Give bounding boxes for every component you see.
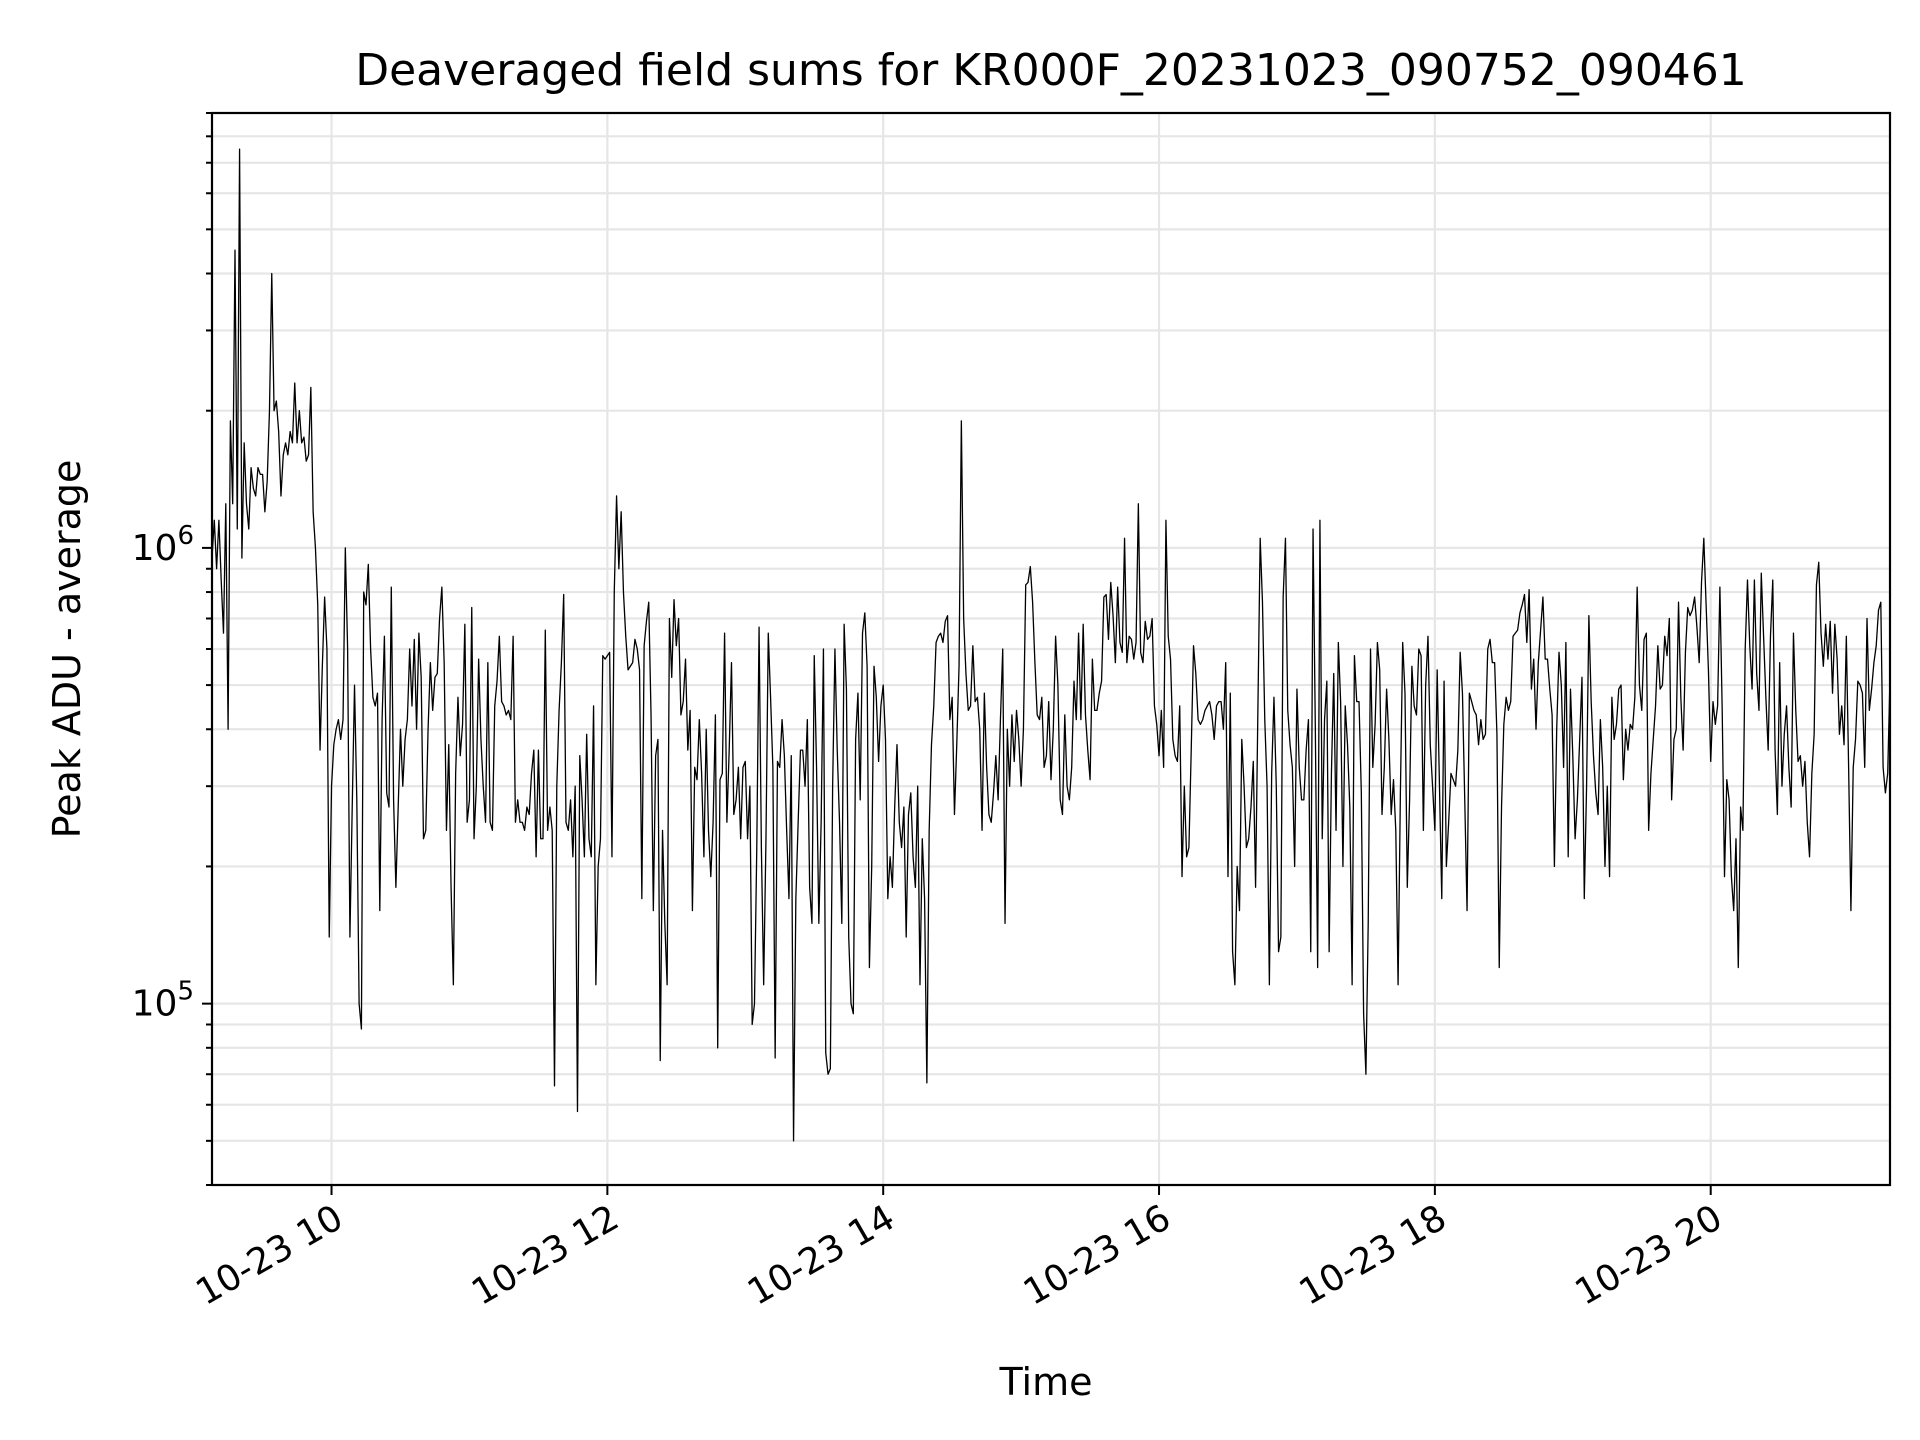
y-tick-label: 105 [132, 977, 194, 1025]
chart-title: Deaveraged field sums for KR000F_2023102… [355, 45, 1747, 96]
y-axis-label: Peak ADU - average [45, 460, 89, 839]
x-axis-label: Time [999, 1360, 1093, 1404]
grid [212, 111, 1890, 1187]
y-tick-label: 106 [132, 521, 194, 569]
